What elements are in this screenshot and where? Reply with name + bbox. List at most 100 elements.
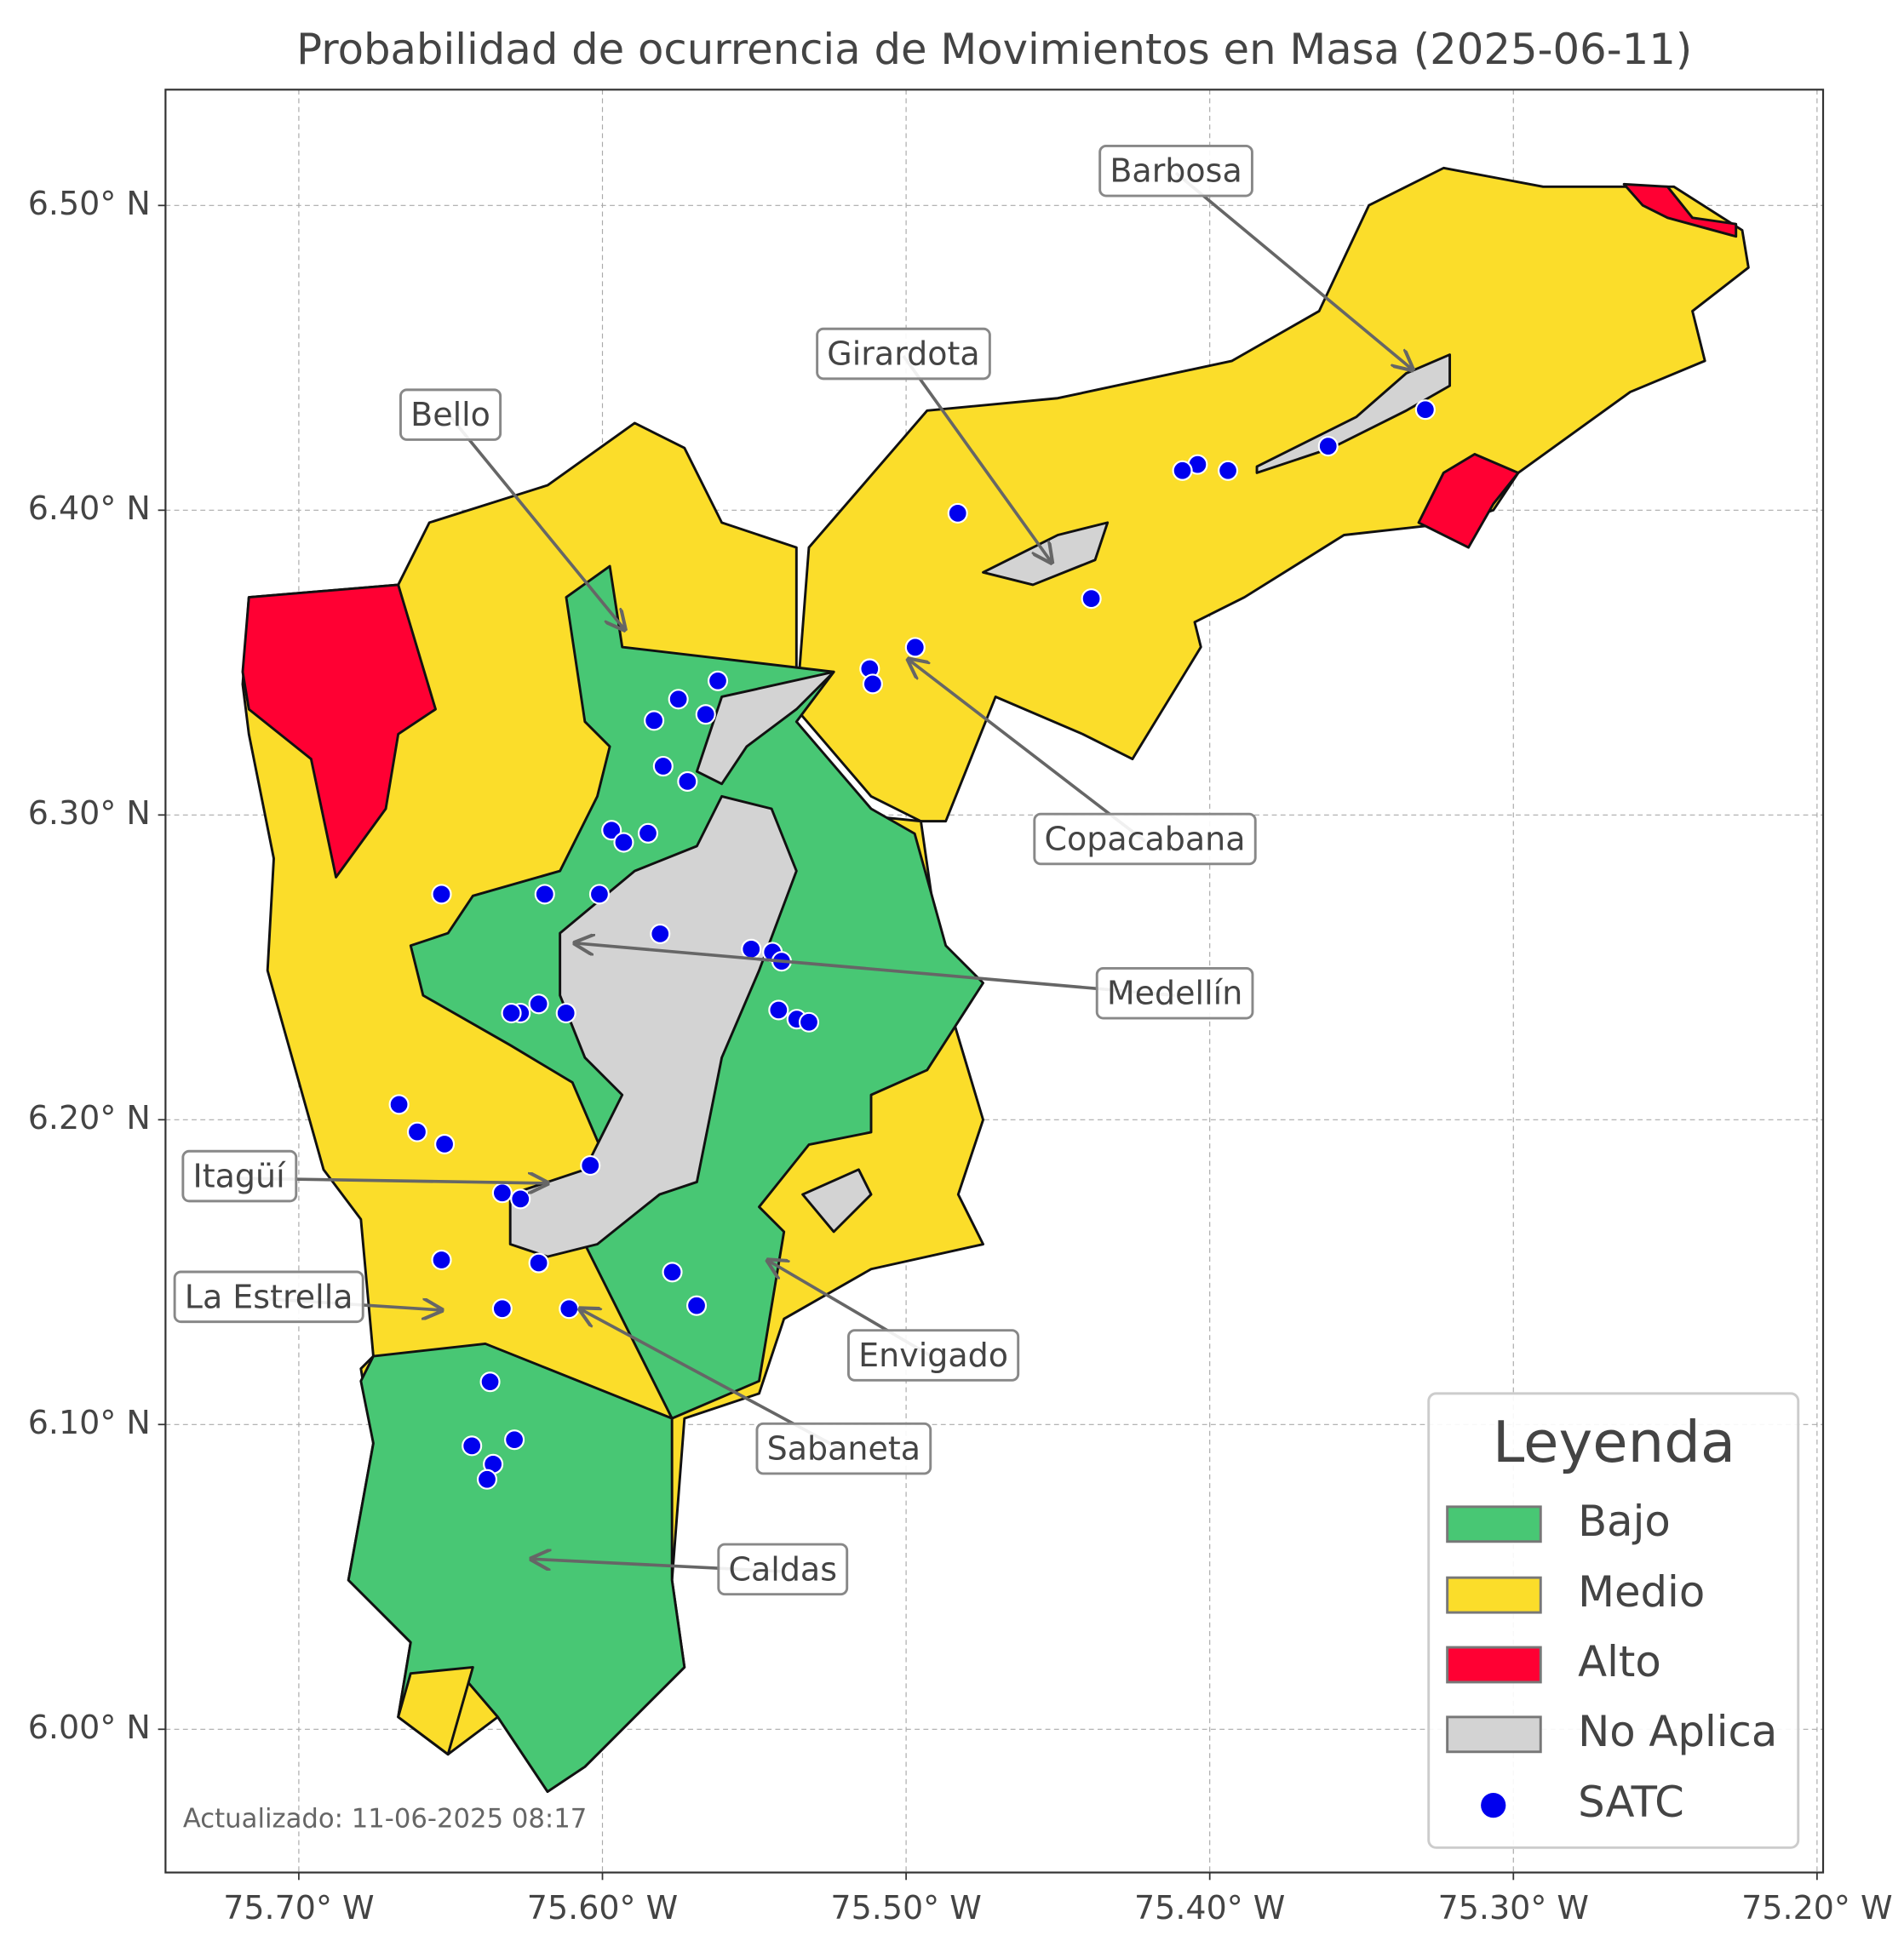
region-alto: [241, 583, 437, 879]
x-tick-label: 75.40° W: [1134, 1889, 1285, 1927]
satc-point: [1414, 399, 1436, 421]
satc-point: [434, 1133, 456, 1155]
legend-marker: [1481, 1793, 1506, 1818]
satc-point: [431, 884, 452, 905]
satc-point: [601, 820, 622, 841]
annotations: Barbosa Girardota Bello Copacabana Medellín I…: [173, 144, 1413, 1596]
satc-point: [528, 1252, 549, 1274]
satc-point: [668, 689, 689, 710]
annotation-box: [1098, 144, 1253, 198]
satc-point: [685, 1295, 708, 1316]
satc-point: [534, 884, 555, 905]
y-tick-label: 6.50° N: [28, 185, 151, 222]
legend-label: SATC: [1578, 1778, 1684, 1827]
satc-point: [741, 938, 762, 959]
satc-point: [510, 1188, 531, 1210]
satc-point: [555, 1002, 576, 1024]
satc-point: [588, 884, 610, 905]
annotation-box: [755, 1422, 932, 1475]
annotation-label: Envigado: [858, 1337, 1008, 1374]
annotation-label: Medellín: [1107, 975, 1242, 1012]
satc-point: [1081, 588, 1102, 610]
legend-title: Leyenda: [1493, 1409, 1735, 1475]
legend-label: Medio: [1578, 1567, 1705, 1617]
satc-point: [501, 1002, 522, 1024]
x-tick-label: 75.20° W: [1741, 1889, 1892, 1927]
satc-point: [580, 1154, 601, 1177]
annotation-label: Sabaneta: [767, 1430, 920, 1468]
annotation-label: Copacabana: [1044, 821, 1245, 858]
y-tick-label: 6.10° N: [28, 1404, 151, 1441]
satc-point: [491, 1298, 513, 1320]
satc-point: [462, 1435, 483, 1457]
y-tick-label: 6.40° N: [28, 490, 151, 527]
legend-swatch: [1446, 1505, 1542, 1543]
satc-point: [1218, 460, 1239, 481]
annotation-box: [399, 388, 502, 441]
annotation-label: Bello: [410, 396, 490, 433]
region-medio: [397, 1665, 474, 1756]
y-tick-label: 6.00° N: [28, 1709, 151, 1746]
annotation-arrow: [575, 943, 1175, 998]
legend-label: Bajo: [1578, 1497, 1671, 1546]
satc-point: [650, 923, 671, 944]
satc-points: [388, 399, 1436, 1490]
annotation-label: La Estrella: [185, 1278, 353, 1315]
satc-point: [406, 1121, 428, 1142]
satc-point: [388, 1094, 410, 1115]
satc-point: [1172, 460, 1193, 481]
legend-label: Alto: [1578, 1637, 1661, 1686]
satc-point: [798, 1011, 820, 1033]
x-tick-label: 75.70° W: [223, 1889, 374, 1927]
satc-point: [862, 673, 883, 695]
x-tick-label: 75.60° W: [527, 1889, 678, 1927]
annotation-arrow: [449, 415, 625, 630]
legend-label: No Aplica: [1578, 1707, 1777, 1756]
x-tick-label: 75.50° W: [830, 1889, 981, 1927]
x-tick-label: 75.30° W: [1438, 1889, 1589, 1927]
axes: 75.70° W 75.60° W 75.50° W 75.40° W 75.30° W…: [28, 185, 1893, 1927]
annotation-arrow: [909, 660, 1146, 843]
annotation-box: [1095, 966, 1254, 1020]
legend-swatch: [1446, 1715, 1542, 1754]
region-no-aplica: [1255, 353, 1452, 474]
annotation-arrow: [902, 354, 1052, 563]
annotation-box: [816, 327, 991, 381]
region-alto: [1622, 182, 1738, 238]
satc-point: [491, 1182, 513, 1204]
annotation-box: [173, 1270, 364, 1324]
region-medio: [794, 166, 1750, 823]
y-tick-label: 6.20° N: [28, 1099, 151, 1137]
footnote: Actualizado: 11-06-2025 08:17: [183, 1805, 587, 1835]
satc-point: [528, 993, 549, 1015]
annotation-box: [717, 1543, 849, 1596]
map-title: Probabilidad de ocurrencia de Movimiento…: [296, 25, 1692, 74]
satc-point: [768, 999, 789, 1021]
legend-swatch: [1446, 1576, 1542, 1614]
satc-point: [707, 670, 729, 691]
regions: [241, 166, 1750, 1794]
region-no-aplica: [801, 1168, 873, 1234]
satc-point: [637, 822, 659, 844]
legend-swatch: [1446, 1646, 1542, 1684]
annotation-label: Itagüí: [193, 1158, 287, 1195]
satc-point: [662, 1262, 683, 1283]
region-no-aplica: [508, 794, 798, 1258]
annotation-label: Girardota: [827, 335, 979, 373]
annotation-label: Barbosa: [1110, 152, 1242, 190]
plot-frame: [164, 89, 1825, 1874]
satc-point: [504, 1429, 525, 1451]
satc-point: [695, 704, 716, 725]
satc-point: [677, 770, 698, 792]
region-no-aplica: [695, 670, 835, 786]
annotation-arrow: [1174, 171, 1413, 369]
satc-point: [904, 637, 926, 658]
legend: Leyenda Bajo Medio Alto No Aplica SATC: [1427, 1392, 1800, 1849]
satc-point: [644, 710, 665, 731]
satc-point: [613, 832, 634, 853]
y-tick-label: 6.30° N: [28, 794, 151, 832]
satc-point: [652, 755, 674, 777]
annotation-label: Caldas: [728, 1550, 837, 1588]
